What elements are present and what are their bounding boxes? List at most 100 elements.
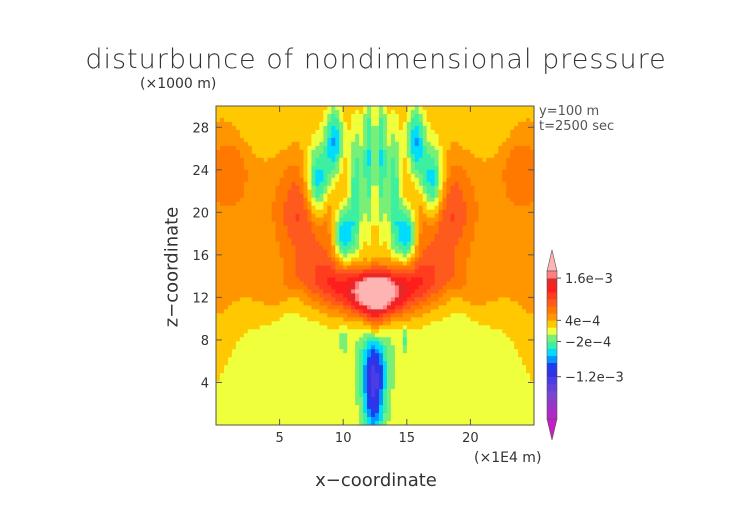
field-cell — [223, 305, 229, 310]
field-cell — [355, 281, 360, 287]
field-cell — [386, 217, 392, 223]
field-cell — [414, 145, 420, 151]
field-cell — [359, 106, 364, 111]
field-cell — [283, 121, 289, 127]
field-cell — [478, 169, 483, 175]
field-cell — [303, 109, 309, 115]
field-cell — [430, 121, 436, 127]
field-cell — [343, 125, 348, 131]
field-cell — [406, 345, 412, 350]
field-cell — [263, 193, 269, 199]
field-cell — [386, 225, 392, 231]
field-cell — [422, 157, 428, 163]
field-cell — [295, 293, 301, 298]
field-cell — [410, 253, 416, 259]
field-cell — [406, 297, 412, 302]
field-cell — [410, 185, 416, 191]
field-cell — [287, 237, 293, 243]
field-cell — [470, 117, 475, 123]
field-cell — [518, 237, 523, 243]
field-cell — [227, 265, 233, 271]
field-cell — [402, 205, 408, 211]
field-cell — [375, 289, 380, 295]
field-cell — [299, 193, 305, 199]
field-cell — [267, 189, 273, 195]
field-cell — [466, 309, 472, 314]
field-cell — [382, 221, 388, 227]
field-cell — [378, 237, 384, 243]
field-cell — [522, 137, 527, 143]
field-cell — [291, 293, 297, 298]
field-cell — [378, 273, 384, 279]
field-cell — [446, 297, 452, 302]
field-cell — [530, 321, 535, 326]
field-cell — [434, 285, 440, 291]
field-cell — [522, 273, 527, 279]
field-cell — [418, 157, 424, 163]
field-cell — [430, 245, 436, 251]
field-cell — [426, 165, 432, 171]
field-cell — [378, 153, 384, 159]
field-cell — [422, 293, 428, 298]
field-cell — [243, 165, 249, 171]
field-cell — [315, 121, 320, 127]
field-cell — [478, 233, 483, 239]
field-cell — [367, 337, 372, 342]
field-cell — [490, 217, 495, 223]
field-cell — [414, 185, 420, 191]
field-cell — [394, 193, 400, 199]
field-cell — [315, 305, 320, 310]
field-cell — [303, 137, 309, 143]
field-cell — [247, 313, 253, 318]
field-cell — [375, 305, 380, 310]
field-cell — [422, 137, 428, 143]
field-cell — [478, 209, 483, 215]
field-cell — [283, 269, 289, 275]
field-cell — [406, 341, 412, 346]
field-cell — [522, 213, 527, 219]
field-cell — [462, 117, 468, 123]
field-cell — [375, 109, 380, 115]
field-cell — [498, 261, 503, 267]
field-cell — [402, 225, 408, 231]
field-cell — [343, 161, 348, 167]
field-cell — [359, 137, 364, 143]
field-cell — [402, 133, 408, 139]
field-cell — [267, 193, 273, 199]
field-cell — [402, 125, 408, 131]
field-cell — [287, 297, 293, 302]
field-cell — [506, 221, 511, 227]
field-cell — [466, 133, 472, 139]
field-cell — [510, 141, 515, 147]
field-cell — [247, 121, 253, 127]
field-cell — [486, 189, 491, 195]
field-cell — [510, 265, 515, 271]
field-cell — [303, 321, 309, 326]
field-cell — [494, 109, 499, 115]
field-cell — [402, 213, 408, 219]
field-cell — [239, 293, 245, 298]
field-cell — [458, 345, 464, 350]
field-cell — [494, 205, 499, 211]
field-cell — [458, 277, 464, 283]
field-cell — [470, 221, 475, 227]
field-cell — [327, 349, 332, 354]
field-cell — [355, 133, 360, 139]
field-cell — [223, 213, 229, 219]
field-cell — [223, 249, 229, 255]
field-cell — [438, 129, 444, 135]
field-cell — [514, 137, 519, 143]
field-cell — [422, 173, 428, 179]
field-cell — [227, 249, 233, 255]
field-cell — [402, 109, 408, 115]
field-cell — [530, 181, 535, 187]
field-cell — [382, 317, 388, 322]
field-cell — [438, 225, 444, 231]
field-cell — [291, 129, 297, 135]
field-cell — [398, 165, 404, 171]
field-cell — [402, 305, 408, 310]
field-cell — [255, 257, 261, 263]
field-cell — [510, 329, 515, 334]
field-cell — [303, 113, 309, 119]
field-cell — [355, 237, 360, 243]
